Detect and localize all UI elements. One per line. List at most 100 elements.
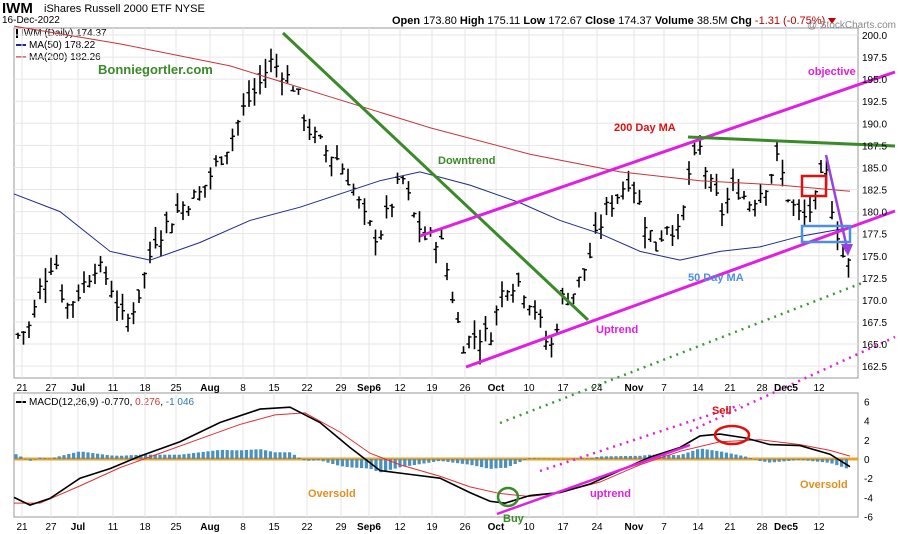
- macd-histogram-bar: [729, 453, 733, 459]
- price-x-tick-label: 26: [459, 383, 471, 394]
- macd-histogram-bar: [216, 450, 220, 459]
- price-bar: [202, 184, 208, 198]
- price-x-tick-label: 27: [45, 383, 57, 394]
- price-bar: [169, 223, 175, 234]
- macd-histogram-bar: [681, 454, 685, 459]
- dotted-support-line-2: [689, 335, 896, 433]
- macd-histogram-bar: [163, 454, 167, 459]
- macd-histogram-bar: [422, 459, 426, 464]
- buy-circle: [496, 486, 520, 508]
- macd-uptrend-line: [496, 443, 691, 516]
- macd-swatch-icon: [16, 401, 26, 404]
- macd-histogram-bar: [124, 455, 128, 459]
- price-bar: [131, 302, 136, 325]
- ma200-line: [13, 25, 851, 192]
- ma50-swatch-icon: [16, 44, 26, 47]
- macd-histogram-bar: [686, 452, 690, 459]
- macd-histogram-bar: [86, 452, 90, 459]
- macd-histogram-bar: [297, 457, 301, 459]
- price-bar: [664, 226, 670, 235]
- macd-histogram-bar: [403, 459, 407, 467]
- macd-y-tick-label: -4: [864, 493, 873, 504]
- macd-histogram-bar: [504, 459, 508, 468]
- macd-x-tick-label: 26: [459, 522, 471, 533]
- price-bar: [692, 142, 697, 156]
- macd-histogram-bar: [585, 458, 589, 459]
- price-bar: [81, 271, 87, 293]
- security-name: iShares Russell 2000 ETF NYSE: [44, 3, 205, 15]
- macd-histogram-bar: [192, 453, 196, 459]
- macd-histogram-bar: [28, 459, 32, 461]
- macd-histogram-bar: [763, 459, 767, 462]
- macd-histogram-bar: [508, 459, 512, 466]
- price-bar: [461, 346, 466, 354]
- price-bar: [516, 272, 521, 287]
- macd-x-tick-label: Aug: [200, 522, 219, 533]
- price-bar: [703, 166, 708, 189]
- macd-histogram-bar: [278, 452, 282, 459]
- price-bar: [554, 323, 560, 333]
- macd-histogram-bar: [38, 457, 42, 459]
- price-y-tick-label: 165.0: [862, 340, 887, 351]
- price-bar: [48, 257, 54, 275]
- uptrend-macd-annotation: uptrend: [590, 488, 631, 500]
- price-bar: [609, 195, 615, 217]
- macd-x-tick-label: 14: [692, 522, 704, 533]
- macd-histogram-bar: [600, 456, 604, 459]
- macd-histogram-bar: [374, 459, 378, 471]
- macd-histogram-bar: [547, 458, 551, 460]
- price-bar: [730, 168, 736, 192]
- price-bar: [32, 299, 37, 318]
- price-bar: [538, 309, 543, 328]
- buy-annotation: Buy: [503, 513, 525, 525]
- price-bar: [450, 291, 455, 304]
- macd-histogram-bar: [816, 459, 820, 462]
- price-bar: [312, 126, 318, 144]
- price-panel-frame: [13, 27, 859, 379]
- macd-histogram-bar: [494, 459, 498, 469]
- macd-histogram-bar: [528, 458, 532, 459]
- price-bar: [785, 199, 791, 203]
- macd-histogram-bar: [672, 455, 676, 459]
- macd-histogram-bar: [489, 459, 493, 469]
- macd-histogram-bar: [302, 459, 306, 461]
- macd-histogram-bar: [196, 452, 200, 459]
- macd-histogram-bar: [307, 459, 311, 461]
- price-bar: [296, 88, 301, 95]
- price-bar: [620, 181, 626, 200]
- macd-histogram-bar: [619, 456, 623, 459]
- macd-histogram-bar: [412, 459, 416, 466]
- price-x-tick-label: 15: [268, 383, 280, 394]
- price-y-tick-label: 197.5: [862, 53, 887, 64]
- security-fullname: iShares Russell 2000 ETF: [44, 3, 172, 15]
- price-bar: [43, 268, 48, 304]
- price-bar: [158, 230, 164, 257]
- price-bar: [219, 156, 224, 166]
- macd-histogram-bar: [211, 450, 215, 459]
- low-label: Low: [523, 15, 546, 27]
- price-bar: [494, 305, 499, 326]
- macd-x-tick-label: 12: [394, 522, 406, 533]
- macd-histogram-bar: [513, 459, 517, 465]
- ma50-line: [13, 171, 851, 261]
- macd-histogram-bar: [57, 456, 61, 459]
- uptrend-price-annotation: Uptrend: [596, 324, 638, 336]
- macd-histogram-bar: [840, 459, 844, 467]
- resistance-line: [687, 135, 896, 148]
- price-bar: [483, 315, 488, 342]
- price-bar: [70, 301, 76, 318]
- macd-histogram-bar: [249, 449, 253, 459]
- price-x-tick-label: 19: [426, 383, 438, 394]
- macd-histogram-bar: [638, 455, 642, 459]
- legend-ma50-label: MA(50) 178.22: [29, 40, 96, 51]
- price-bar: [549, 337, 554, 358]
- price-bar: [153, 226, 158, 249]
- price-bar: [846, 258, 851, 278]
- macd-histogram-bar: [316, 459, 320, 461]
- macd-histogram-bar: [273, 452, 277, 459]
- price-bar: [197, 186, 202, 201]
- resistance-box: [800, 174, 828, 198]
- price-bar: [76, 284, 81, 302]
- macd-histogram-bar: [321, 459, 325, 462]
- macd-histogram-bar: [595, 457, 599, 459]
